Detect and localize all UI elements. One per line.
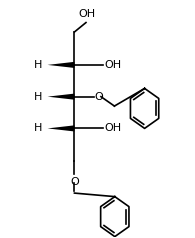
Text: O: O [70, 177, 79, 187]
Text: H: H [34, 92, 43, 102]
Polygon shape [48, 94, 74, 100]
Polygon shape [48, 125, 74, 131]
Text: O: O [95, 92, 103, 102]
Text: OH: OH [104, 124, 121, 134]
Polygon shape [48, 62, 74, 68]
Text: OH: OH [104, 60, 121, 70]
Text: H: H [34, 124, 43, 134]
Text: H: H [34, 60, 43, 70]
Text: OH: OH [78, 9, 96, 19]
